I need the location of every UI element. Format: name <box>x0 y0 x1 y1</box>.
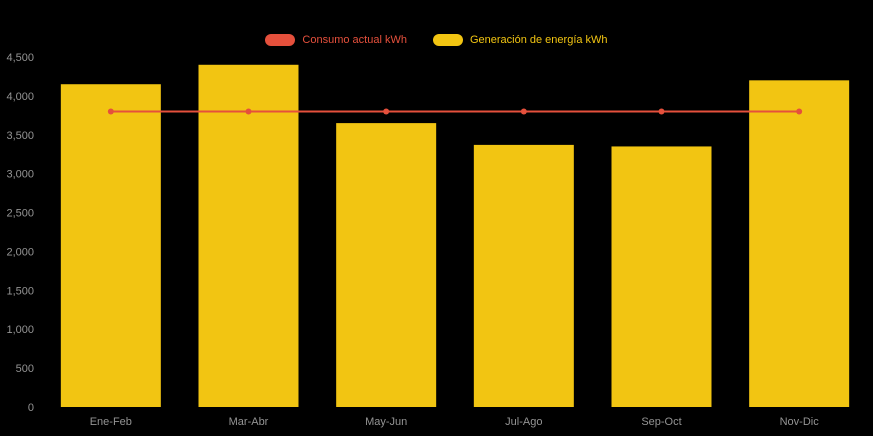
legend-item-generacion-energia[interactable]: Generación de energía kWh <box>432 33 608 46</box>
y-axis-tick-label: 1,500 <box>6 285 34 297</box>
x-axis-category-label: Sep-Oct <box>641 416 681 428</box>
x-axis-category-label: May-Jun <box>365 416 407 428</box>
generation-bar <box>60 84 161 407</box>
y-axis-tick-label: 4,000 <box>6 91 34 103</box>
consumption-line-marker <box>520 108 527 115</box>
consumption-line-marker <box>245 108 252 115</box>
y-axis-tick-label: 3,000 <box>6 169 34 181</box>
legend-label: Generación de energía kWh <box>469 33 608 46</box>
chart-legend: Consumo actual kWh Generación de energía… <box>0 34 873 46</box>
legend-item-consumo-actual[interactable]: Consumo actual kWh <box>265 34 407 46</box>
consumption-line-marker <box>383 108 390 115</box>
consumption-line-marker <box>658 108 665 115</box>
generation-bar <box>611 146 712 407</box>
consumption-line-marker <box>796 108 803 115</box>
generation-bar <box>336 123 437 407</box>
y-axis-tick-label: 3,500 <box>6 130 34 142</box>
y-axis-tick-label: 2,000 <box>6 246 34 258</box>
consumo-actual-swatch <box>265 34 296 46</box>
y-axis-tick-label: 2,500 <box>6 208 34 220</box>
generation-bar <box>198 64 299 408</box>
legend-label: Consumo actual kWh <box>302 33 407 46</box>
generation-bar <box>749 80 850 407</box>
y-axis-tick-label: 500 <box>16 363 34 375</box>
y-axis-tick-label: 0 <box>28 402 34 414</box>
y-axis-tick-label: 4,500 <box>6 52 34 64</box>
consumption-line-marker <box>107 108 114 115</box>
y-axis-tick-label: 1,000 <box>6 324 34 336</box>
generation-bar <box>473 144 574 407</box>
generacion-energia-swatch <box>432 34 463 46</box>
x-axis-category-label: Ene-Feb <box>90 416 132 428</box>
x-axis-category-label: Jul-Ago <box>505 416 542 428</box>
x-axis-category-label: Nov-Dic <box>780 416 820 428</box>
x-axis-category-label: Mar-Abr <box>229 416 269 428</box>
